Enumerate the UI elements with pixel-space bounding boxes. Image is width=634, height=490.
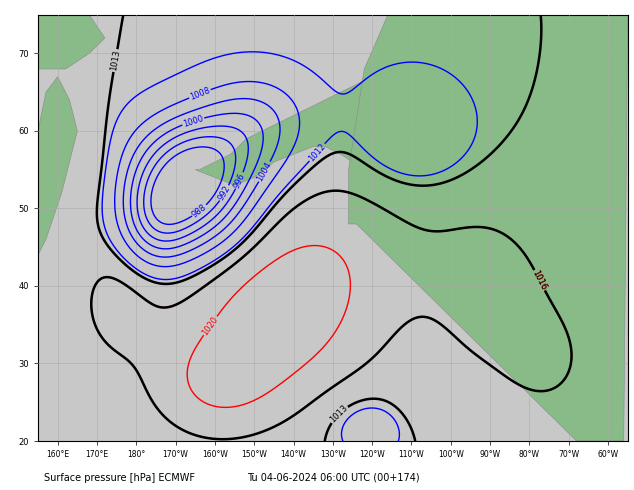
Polygon shape (349, 15, 628, 441)
Text: 1016: 1016 (531, 269, 548, 292)
Text: 996: 996 (232, 172, 247, 190)
Text: 1012: 1012 (307, 142, 327, 163)
Text: 1013: 1013 (328, 403, 349, 425)
Text: 1013: 1013 (109, 49, 122, 72)
Polygon shape (38, 77, 77, 255)
Text: 1008: 1008 (188, 86, 211, 102)
Polygon shape (38, 15, 105, 69)
Text: 992: 992 (217, 184, 232, 202)
Text: Surface pressure [hPa] ECMWF: Surface pressure [hPa] ECMWF (44, 473, 195, 483)
Text: 1016: 1016 (531, 269, 548, 292)
Text: 988: 988 (190, 202, 209, 220)
Text: 1004: 1004 (256, 160, 274, 183)
Text: 1000: 1000 (182, 114, 205, 129)
Text: 1012: 1012 (344, 444, 366, 462)
Text: Tu 04-06-2024 06:00 UTC (00+174): Tu 04-06-2024 06:00 UTC (00+174) (247, 473, 419, 483)
Polygon shape (195, 61, 467, 185)
Text: 1020: 1020 (200, 315, 220, 337)
